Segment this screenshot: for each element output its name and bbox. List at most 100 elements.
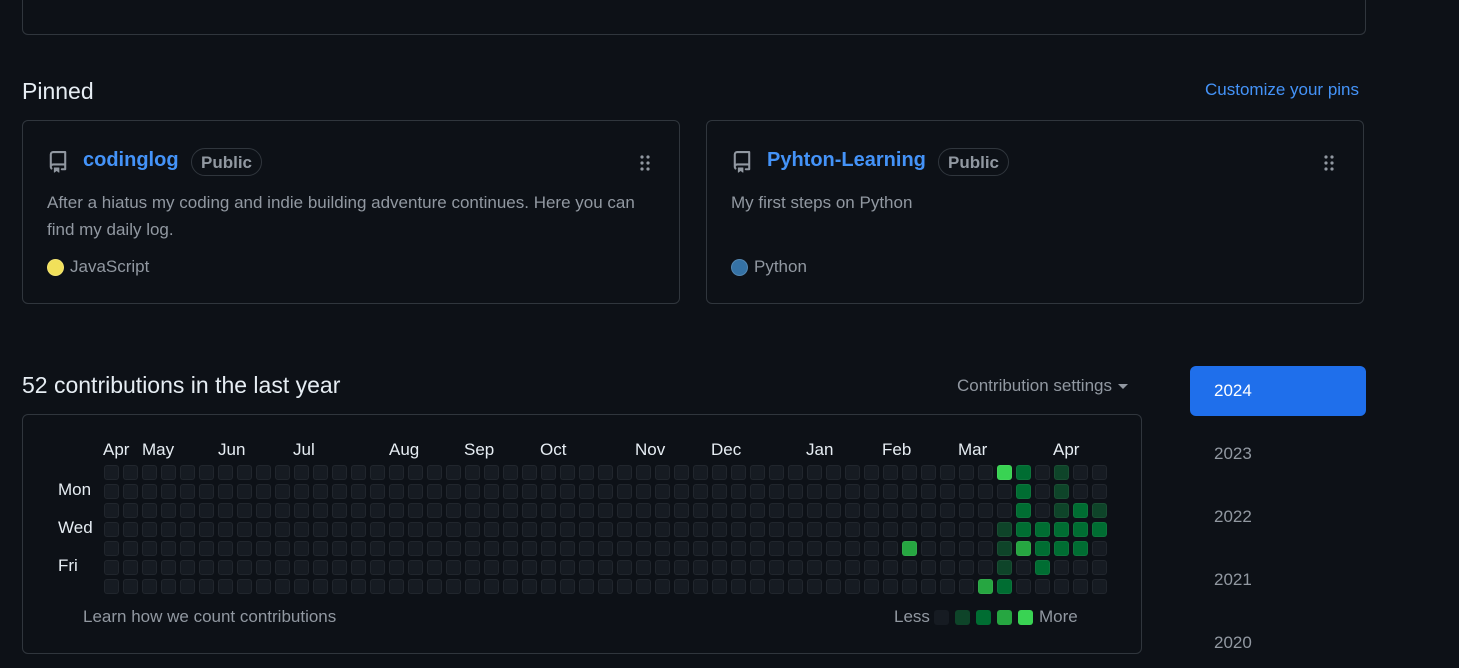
contribution-cell[interactable] [997, 503, 1012, 518]
contribution-cell[interactable] [712, 541, 727, 556]
contribution-cell[interactable] [446, 465, 461, 480]
contribution-cell[interactable] [598, 541, 613, 556]
contribution-cell[interactable] [522, 541, 537, 556]
contribution-cell[interactable] [161, 522, 176, 537]
contribution-cell[interactable] [503, 579, 518, 594]
contribution-cell[interactable] [522, 579, 537, 594]
contribution-cell[interactable] [826, 484, 841, 499]
contribution-cell[interactable] [256, 541, 271, 556]
contribution-cell[interactable] [465, 503, 480, 518]
contribution-cell[interactable] [275, 484, 290, 499]
contribution-cell[interactable] [731, 560, 746, 575]
contribution-cell[interactable] [731, 522, 746, 537]
contribution-cell[interactable] [750, 503, 765, 518]
contribution-cell[interactable] [351, 484, 366, 499]
contribution-cell[interactable] [256, 484, 271, 499]
contribution-cell[interactable] [237, 484, 252, 499]
contribution-cell[interactable] [693, 484, 708, 499]
contribution-cell[interactable] [598, 484, 613, 499]
contribution-cell[interactable] [142, 465, 157, 480]
contribution-cell[interactable] [579, 541, 594, 556]
contribution-cell[interactable] [275, 522, 290, 537]
contribution-cell[interactable] [104, 522, 119, 537]
contribution-cell[interactable] [123, 484, 138, 499]
contribution-cell[interactable] [180, 503, 195, 518]
contribution-cell[interactable] [617, 522, 632, 537]
contribution-cell[interactable] [218, 465, 233, 480]
contribution-cell[interactable] [921, 465, 936, 480]
contribution-cell[interactable] [256, 579, 271, 594]
contribution-cell[interactable] [579, 560, 594, 575]
contribution-cell[interactable] [161, 560, 176, 575]
contribution-cell[interactable] [180, 541, 195, 556]
contribution-cell[interactable] [978, 541, 993, 556]
contribution-cell[interactable] [484, 465, 499, 480]
contribution-cell[interactable] [408, 465, 423, 480]
contribution-cell[interactable] [522, 465, 537, 480]
contribution-cell[interactable] [978, 465, 993, 480]
contribution-cell[interactable] [294, 541, 309, 556]
contribution-cell[interactable] [579, 503, 594, 518]
contribution-cell[interactable] [541, 560, 556, 575]
contribution-cell[interactable] [332, 541, 347, 556]
contribution-cell[interactable] [446, 522, 461, 537]
contribution-cell[interactable] [655, 503, 670, 518]
contribution-cell[interactable] [332, 560, 347, 575]
contribution-cell[interactable] [161, 484, 176, 499]
contribution-cell[interactable] [294, 522, 309, 537]
contribution-cell[interactable] [427, 465, 442, 480]
contribution-cell[interactable] [1035, 560, 1050, 575]
contribution-cell[interactable] [788, 560, 803, 575]
contribution-cell[interactable] [446, 484, 461, 499]
contribution-cell[interactable] [769, 503, 784, 518]
contribution-cell[interactable] [959, 522, 974, 537]
contribution-cell[interactable] [674, 522, 689, 537]
contribution-cell[interactable] [465, 484, 480, 499]
contribution-settings-dropdown[interactable]: Contribution settings [957, 376, 1128, 396]
contribution-cell[interactable] [427, 579, 442, 594]
year-button-2022[interactable]: 2022 [1214, 507, 1252, 526]
contribution-cell[interactable] [826, 560, 841, 575]
contribution-cell[interactable] [636, 560, 651, 575]
contribution-cell[interactable] [237, 522, 252, 537]
contribution-cell[interactable] [1073, 579, 1088, 594]
contribution-cell[interactable] [769, 560, 784, 575]
contribution-cell[interactable] [769, 465, 784, 480]
contribution-cell[interactable] [161, 465, 176, 480]
contribution-cell[interactable] [503, 465, 518, 480]
contribution-cell[interactable] [636, 522, 651, 537]
contribution-cell[interactable] [351, 503, 366, 518]
contribution-cell[interactable] [750, 579, 765, 594]
contribution-cell[interactable] [1054, 579, 1069, 594]
contribution-cell[interactable] [541, 465, 556, 480]
contribution-cell[interactable] [199, 522, 214, 537]
contribution-cell[interactable] [389, 484, 404, 499]
contribution-cell[interactable] [864, 465, 879, 480]
contribution-cell[interactable] [826, 465, 841, 480]
contribution-cell[interactable] [541, 503, 556, 518]
contribution-cell[interactable] [674, 560, 689, 575]
contribution-cell[interactable] [313, 579, 328, 594]
contribution-cell[interactable] [712, 579, 727, 594]
contribution-cell[interactable] [446, 503, 461, 518]
contribution-cell[interactable] [237, 579, 252, 594]
contribution-cell[interactable] [959, 560, 974, 575]
contribution-cell[interactable] [788, 503, 803, 518]
contribution-cell[interactable] [199, 541, 214, 556]
contribution-cell[interactable] [294, 465, 309, 480]
contribution-cell[interactable] [1054, 465, 1069, 480]
contribution-cell[interactable] [807, 484, 822, 499]
contribution-cell[interactable] [560, 560, 575, 575]
drag-handle-icon[interactable] [1323, 154, 1335, 172]
contribution-cell[interactable] [674, 465, 689, 480]
contribution-cell[interactable] [389, 560, 404, 575]
contribution-cell[interactable] [484, 541, 499, 556]
contribution-cell[interactable] [883, 503, 898, 518]
contribution-cell[interactable] [503, 522, 518, 537]
contribution-cell[interactable] [674, 484, 689, 499]
contribution-cell[interactable] [959, 579, 974, 594]
contribution-cell[interactable] [940, 560, 955, 575]
contribution-cell[interactable] [541, 541, 556, 556]
contribution-cell[interactable] [598, 560, 613, 575]
contribution-cell[interactable] [617, 579, 632, 594]
